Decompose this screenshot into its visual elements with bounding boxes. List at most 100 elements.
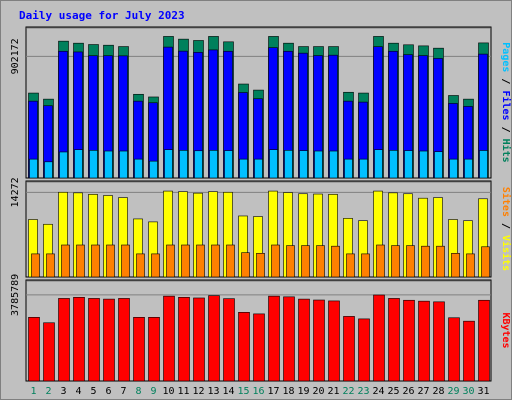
bar-sites-day-12 [196, 244, 205, 278]
x-tick-label-14: 14 [222, 386, 234, 397]
bar-pages-day-10 [164, 149, 173, 179]
bar-pages-day-21 [329, 150, 338, 179]
chart-panels: 902172 Pages / Files / Hits 14272 Sites / V… [10, 26, 512, 382]
bar-sites-day-1 [31, 253, 40, 278]
x-tick-label-16: 16 [252, 386, 264, 397]
x-tick-label-17: 17 [267, 386, 279, 397]
bar-pages-day-27 [419, 150, 428, 179]
bar-kbytes-day-10 [163, 295, 175, 382]
x-tick-label-24: 24 [372, 386, 384, 397]
x-tick-label-8: 8 [135, 386, 141, 397]
bar-kbytes-day-9 [148, 317, 160, 382]
bar-sites-day-5 [91, 244, 100, 278]
x-tick-label-18: 18 [282, 386, 294, 397]
legend-part: Sites [500, 187, 512, 217]
x-tick-label-10: 10 [162, 386, 174, 397]
bar-sites-day-25 [391, 245, 400, 278]
bar-pages-day-19 [299, 150, 308, 179]
bar-kbytes-day-20 [313, 299, 325, 382]
x-tick-label-9: 9 [150, 386, 156, 397]
bar-kbytes-day-16 [253, 313, 265, 382]
x-tick-label-31: 31 [477, 386, 489, 397]
panel-top: 902172 Pages / Files / Hits [10, 26, 512, 179]
panel-bottom-legend: KBytes [500, 312, 511, 348]
x-tick-label-21: 21 [327, 386, 339, 397]
x-tick-label-5: 5 [90, 386, 96, 397]
x-tick-label-3: 3 [60, 386, 66, 397]
bar-sites-day-31 [481, 246, 490, 278]
legend-part: / [500, 72, 511, 90]
bar-pages-day-31 [479, 150, 488, 179]
x-tick-label-26: 26 [402, 386, 414, 397]
bar-kbytes-day-8 [133, 317, 145, 382]
x-tick-label-29: 29 [447, 386, 459, 397]
bar-kbytes-day-13 [208, 295, 220, 382]
bar-sites-day-16 [256, 252, 265, 278]
x-tick-label-27: 27 [417, 386, 429, 397]
bar-kbytes-day-2 [43, 322, 55, 382]
x-tick-label-25: 25 [387, 386, 399, 397]
x-tick-label-11: 11 [177, 386, 189, 397]
bar-pages-day-13 [209, 150, 218, 179]
bar-sites-day-10 [166, 244, 175, 278]
bar-sites-day-21 [331, 245, 340, 278]
bar-kbytes-day-6 [103, 298, 115, 382]
panel-middle: 14272 Sites / Visits [10, 177, 512, 278]
x-tick-label-30: 30 [462, 386, 474, 397]
bar-sites-day-2 [46, 253, 55, 278]
bar-pages-day-23 [359, 158, 368, 179]
legend-part: KBytes [500, 312, 511, 348]
legend-part: Files [500, 90, 512, 120]
panel-middle-legend: Sites / Visits [500, 187, 512, 271]
bar-sites-day-3 [61, 244, 70, 278]
x-tick-label-13: 13 [207, 386, 219, 397]
bar-kbytes-day-31 [478, 299, 490, 382]
bar-sites-day-13 [211, 244, 220, 278]
bar-pages-day-11 [179, 150, 188, 179]
legend-part: Pages [500, 42, 511, 72]
bar-sites-day-7 [121, 244, 130, 278]
bar-pages-day-1 [29, 158, 38, 179]
bar-kbytes-day-19 [298, 298, 310, 382]
bar-kbytes-day-5 [88, 298, 100, 382]
bar-kbytes-day-3 [58, 298, 70, 382]
bar-pages-day-22 [344, 158, 353, 179]
panel-top-ytick-label: 902172 [10, 38, 21, 74]
bar-sites-day-18 [286, 245, 295, 278]
x-tick-label-12: 12 [192, 386, 204, 397]
legend-part: / [500, 121, 511, 139]
bar-pages-day-16 [254, 158, 263, 179]
bar-pages-day-3 [59, 151, 68, 179]
x-tick-label-15: 15 [237, 386, 249, 397]
bar-pages-day-25 [389, 150, 398, 179]
x-tick-label-2: 2 [45, 386, 51, 397]
bar-sites-day-23 [361, 253, 370, 278]
bar-sites-day-29 [451, 252, 460, 278]
x-tick-label-19: 19 [297, 386, 309, 397]
bar-kbytes-day-27 [418, 300, 430, 382]
bar-pages-day-24 [374, 149, 383, 179]
chart-title: Daily usage for July 2023 [19, 9, 185, 22]
bar-pages-day-29 [449, 158, 458, 179]
bar-pages-day-4 [74, 149, 83, 179]
bar-kbytes-day-17 [268, 295, 280, 382]
bar-pages-day-15 [239, 158, 248, 179]
bar-pages-day-7 [119, 150, 128, 179]
bar-pages-day-30 [464, 158, 473, 179]
bar-pages-day-28 [434, 151, 443, 179]
bar-kbytes-day-26 [403, 299, 415, 382]
bar-sites-day-20 [316, 245, 325, 278]
bar-sites-day-9 [151, 253, 160, 278]
x-tick-label-6: 6 [105, 386, 111, 397]
bar-sites-day-24 [376, 244, 385, 278]
bar-pages-day-5 [89, 150, 98, 179]
bar-sites-day-28 [436, 245, 445, 278]
bar-kbytes-day-28 [433, 301, 445, 382]
x-tick-label-4: 4 [75, 386, 81, 397]
bar-kbytes-day-1 [28, 317, 40, 382]
x-tick-label-23: 23 [357, 386, 369, 397]
bar-sites-day-22 [346, 253, 355, 278]
x-axis-day-labels: 1 2 3 4 5 6 7 8 9 10 11 12 13 14 15 16 17 18 19 20 21 22 23 24 2… [30, 386, 489, 397]
bar-pages-day-20 [314, 150, 323, 179]
x-tick-label-7: 7 [120, 386, 126, 397]
